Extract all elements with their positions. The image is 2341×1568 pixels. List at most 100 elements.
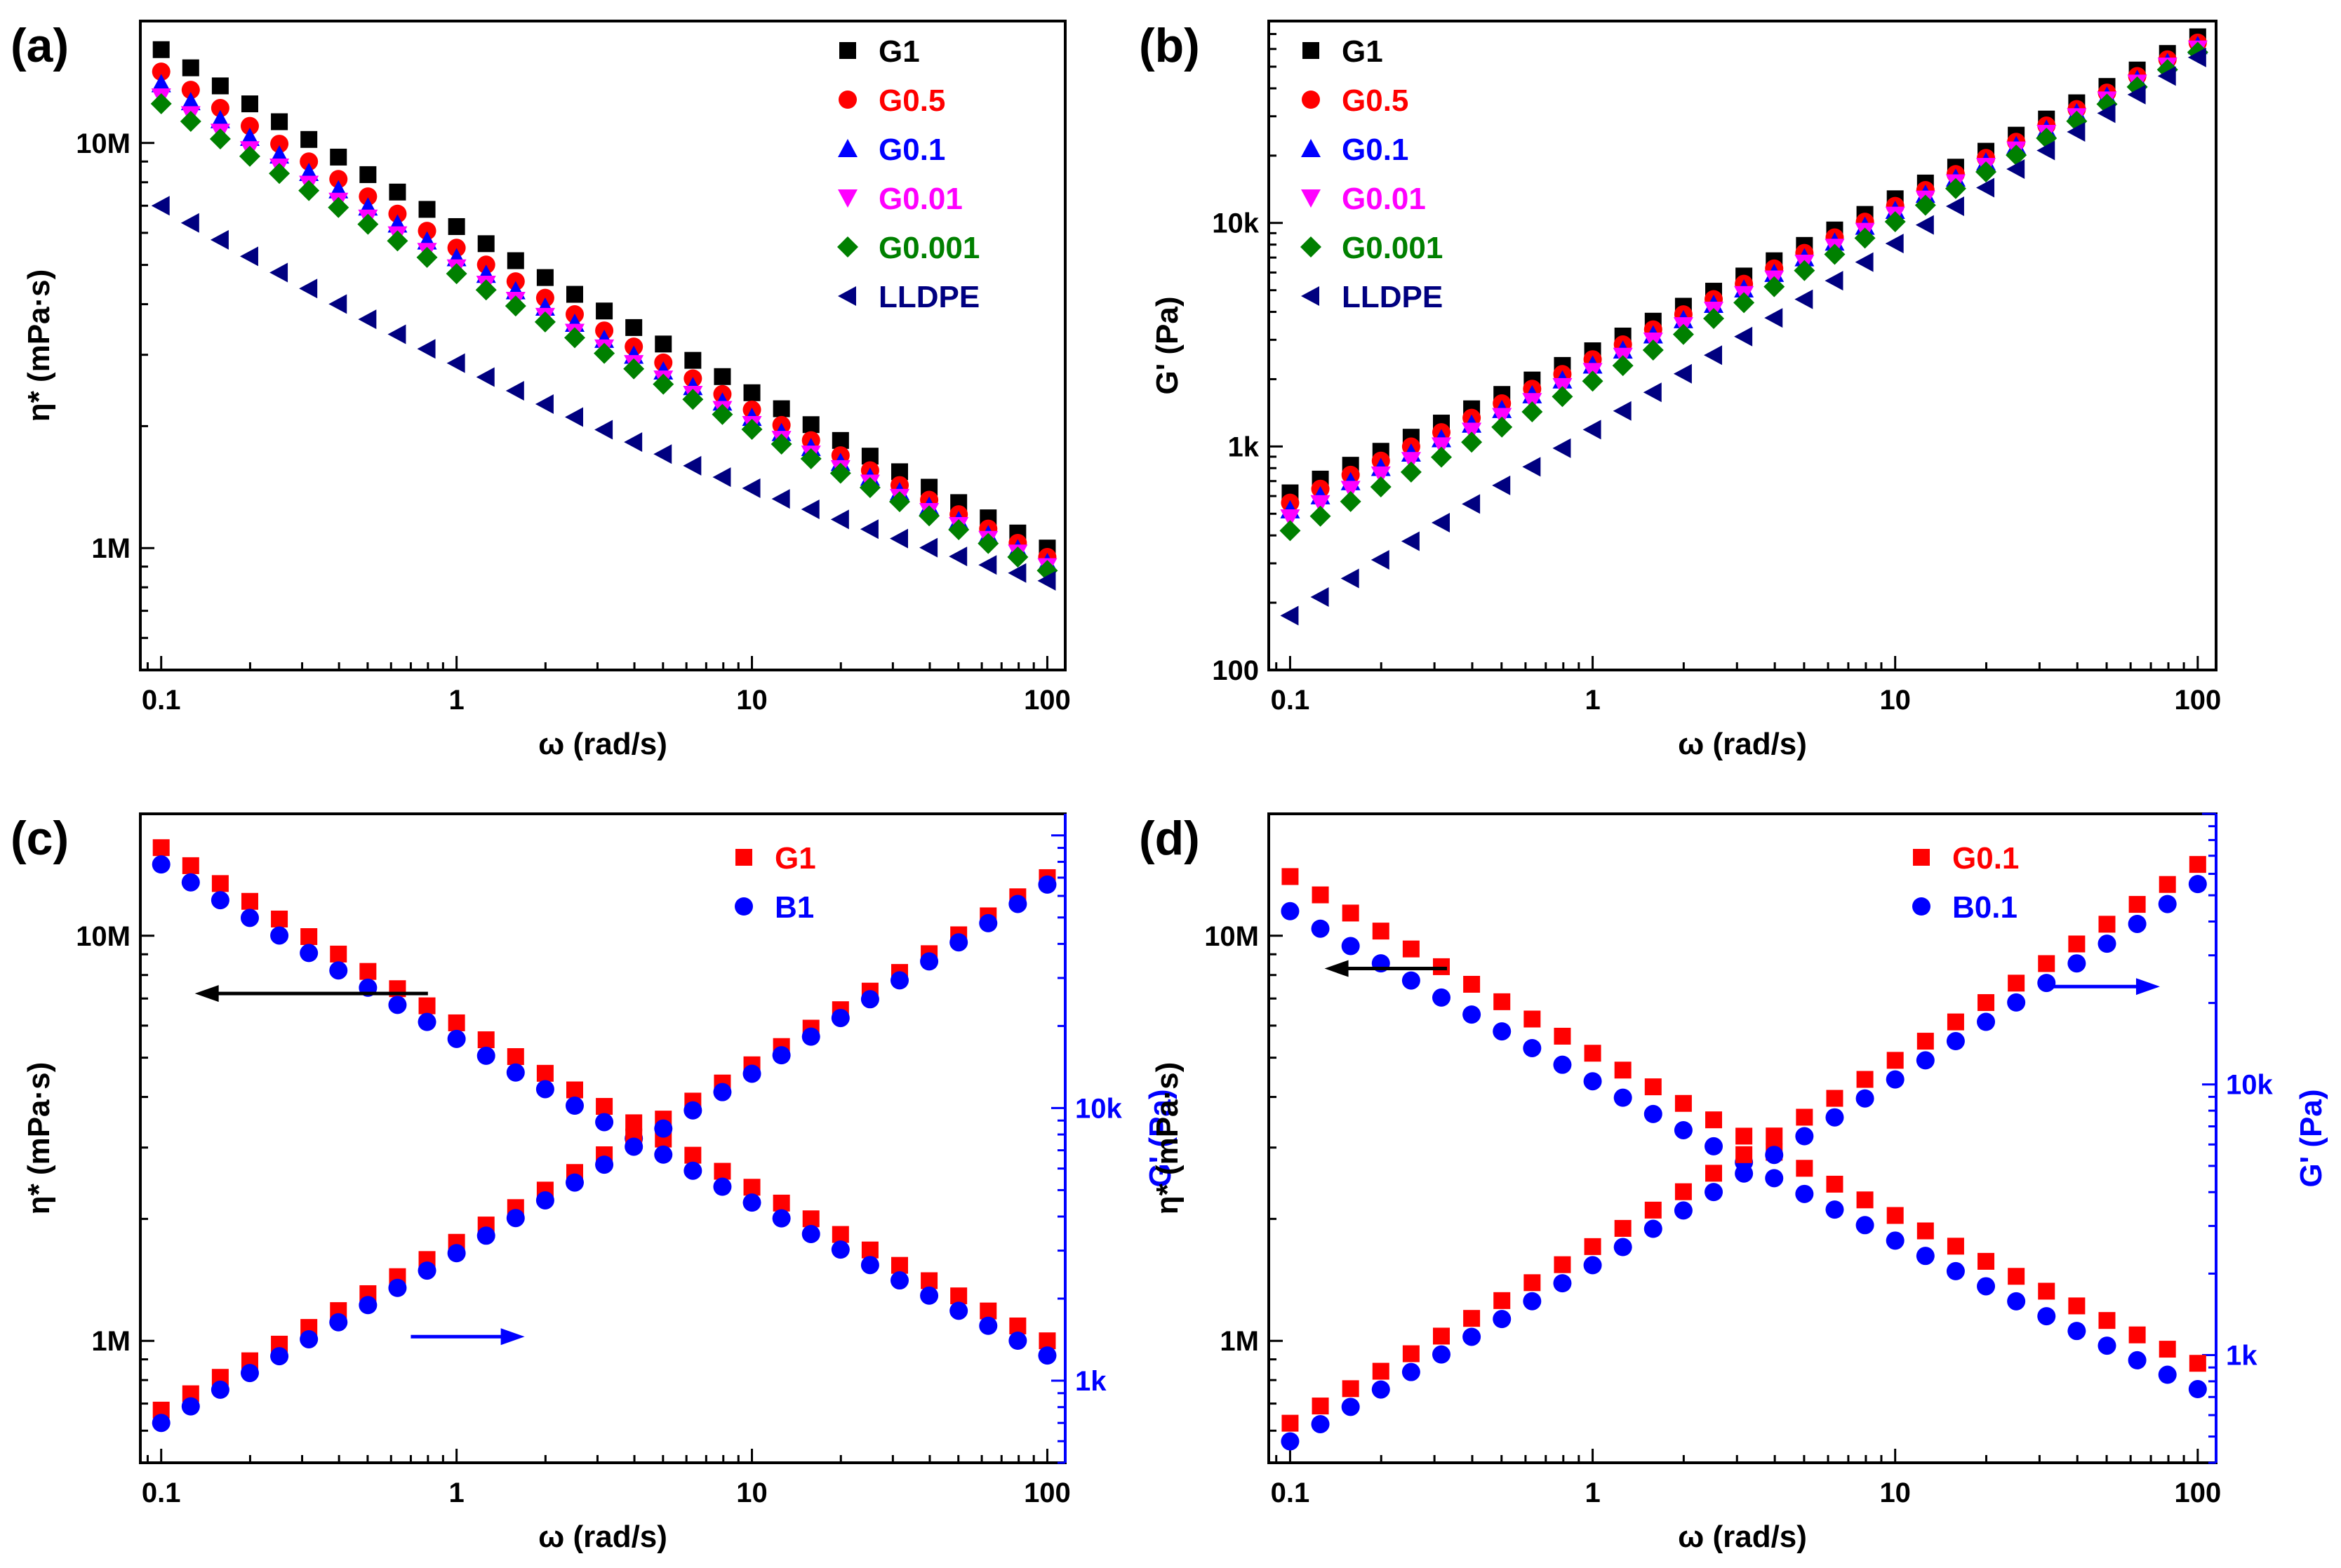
- legend-label: G0.001: [879, 231, 980, 265]
- y-tick-label: 1M: [91, 533, 131, 564]
- data-point: [1796, 1160, 1813, 1177]
- data-point: [949, 1301, 968, 1320]
- data-point: [1432, 958, 1450, 975]
- data-point: [1855, 252, 1874, 272]
- panel-label: (d): [1139, 812, 1200, 865]
- data-point: [624, 432, 643, 453]
- data-point: [2037, 1307, 2056, 1326]
- data-point: [180, 92, 201, 111]
- data-point: [1281, 868, 1299, 885]
- data-point: [801, 1027, 820, 1046]
- data-point: [2098, 1312, 2116, 1329]
- data-point: [653, 444, 672, 464]
- data-point: [1492, 475, 1511, 495]
- data-point: [1371, 1380, 1390, 1399]
- data-point: [270, 135, 289, 154]
- legend-marker: [1912, 897, 1930, 916]
- data-point: [418, 997, 436, 1014]
- series-G1: [152, 41, 1056, 557]
- data-point: [418, 1012, 436, 1031]
- y2-axis-title: G' (Pa): [1143, 1089, 1178, 1187]
- data-point: [1643, 382, 1662, 403]
- data-point: [594, 420, 613, 440]
- data-point: [1735, 1127, 1753, 1145]
- data-point: [389, 183, 406, 201]
- data-point: [1463, 975, 1481, 993]
- data-point: [773, 400, 790, 417]
- data-point: [682, 389, 704, 410]
- data-point: [209, 128, 231, 149]
- data-point: [475, 279, 497, 301]
- data-point: [743, 384, 761, 401]
- data-point: [182, 857, 199, 874]
- data-point: [2158, 1365, 2177, 1384]
- data-point: [1674, 1120, 1693, 1139]
- legend-marker: [1301, 286, 1319, 306]
- data-point: [1916, 1222, 1934, 1240]
- data-point: [831, 1240, 850, 1259]
- data-point: [241, 892, 258, 910]
- data-point: [1795, 1127, 1814, 1146]
- data-point: [2097, 1336, 2116, 1355]
- x-tick-label: 10: [736, 685, 768, 716]
- data-point: [771, 434, 792, 455]
- data-point: [536, 269, 554, 286]
- data-point: [596, 1098, 613, 1115]
- data-point: [921, 1272, 938, 1289]
- data-point: [2187, 47, 2206, 67]
- data-point: [2067, 1322, 2086, 1341]
- data-point: [211, 99, 229, 118]
- data-point: [684, 1146, 702, 1164]
- data-point: [476, 1046, 495, 1065]
- data-point: [714, 368, 731, 385]
- data-point: [300, 944, 319, 963]
- data-point: [1886, 1052, 1904, 1069]
- data-point: [978, 532, 999, 554]
- data-point: [654, 1119, 673, 1138]
- data-point: [1795, 1184, 1814, 1203]
- data-point: [505, 380, 524, 401]
- data-point: [1582, 370, 1603, 392]
- data-point: [1491, 416, 1513, 438]
- y-tick-label: 1k: [1228, 431, 1260, 462]
- data-point: [1554, 1256, 1571, 1273]
- data-point: [535, 1080, 554, 1099]
- data-point: [507, 252, 524, 269]
- data-point: [2188, 875, 2207, 894]
- data-point: [271, 113, 288, 130]
- data-point: [1583, 1072, 1602, 1091]
- y2-tick-label: 1k: [2226, 1340, 2257, 1371]
- legend-marker: [735, 897, 753, 916]
- data-point: [1733, 292, 1755, 314]
- data-point: [1402, 940, 1420, 958]
- data-point: [211, 891, 229, 910]
- data-point: [1432, 1327, 1450, 1345]
- y-tick-label: 1M: [1220, 1326, 1259, 1357]
- data-point: [1614, 1219, 1632, 1237]
- panel-label: (c): [11, 812, 69, 865]
- data-point: [239, 145, 260, 167]
- x-tick-label: 1: [448, 1477, 464, 1508]
- legend-label: G0.5: [1342, 83, 1408, 118]
- data-point: [1007, 547, 1029, 568]
- data-point: [742, 478, 761, 498]
- legend-label: G0.1: [1952, 841, 2019, 876]
- data-point: [2128, 914, 2147, 933]
- data-point: [448, 1014, 465, 1031]
- data-point: [741, 418, 763, 440]
- data-point: [1008, 563, 1027, 583]
- data-point: [625, 319, 643, 336]
- legend-label: B0.1: [1952, 890, 2017, 925]
- data-point: [2006, 159, 2025, 179]
- arrow-right: [411, 1328, 525, 1346]
- series-B0.1-G-: [1281, 875, 2207, 1451]
- data-point: [2098, 916, 2116, 933]
- data-point: [565, 1173, 584, 1192]
- x-tick-label: 0.1: [142, 1477, 181, 1508]
- data-point: [1552, 386, 1573, 408]
- data-point: [714, 1162, 731, 1180]
- x-tick-label: 1: [448, 685, 464, 716]
- data-point: [978, 555, 997, 575]
- data-point: [152, 41, 170, 58]
- data-point: [418, 222, 436, 241]
